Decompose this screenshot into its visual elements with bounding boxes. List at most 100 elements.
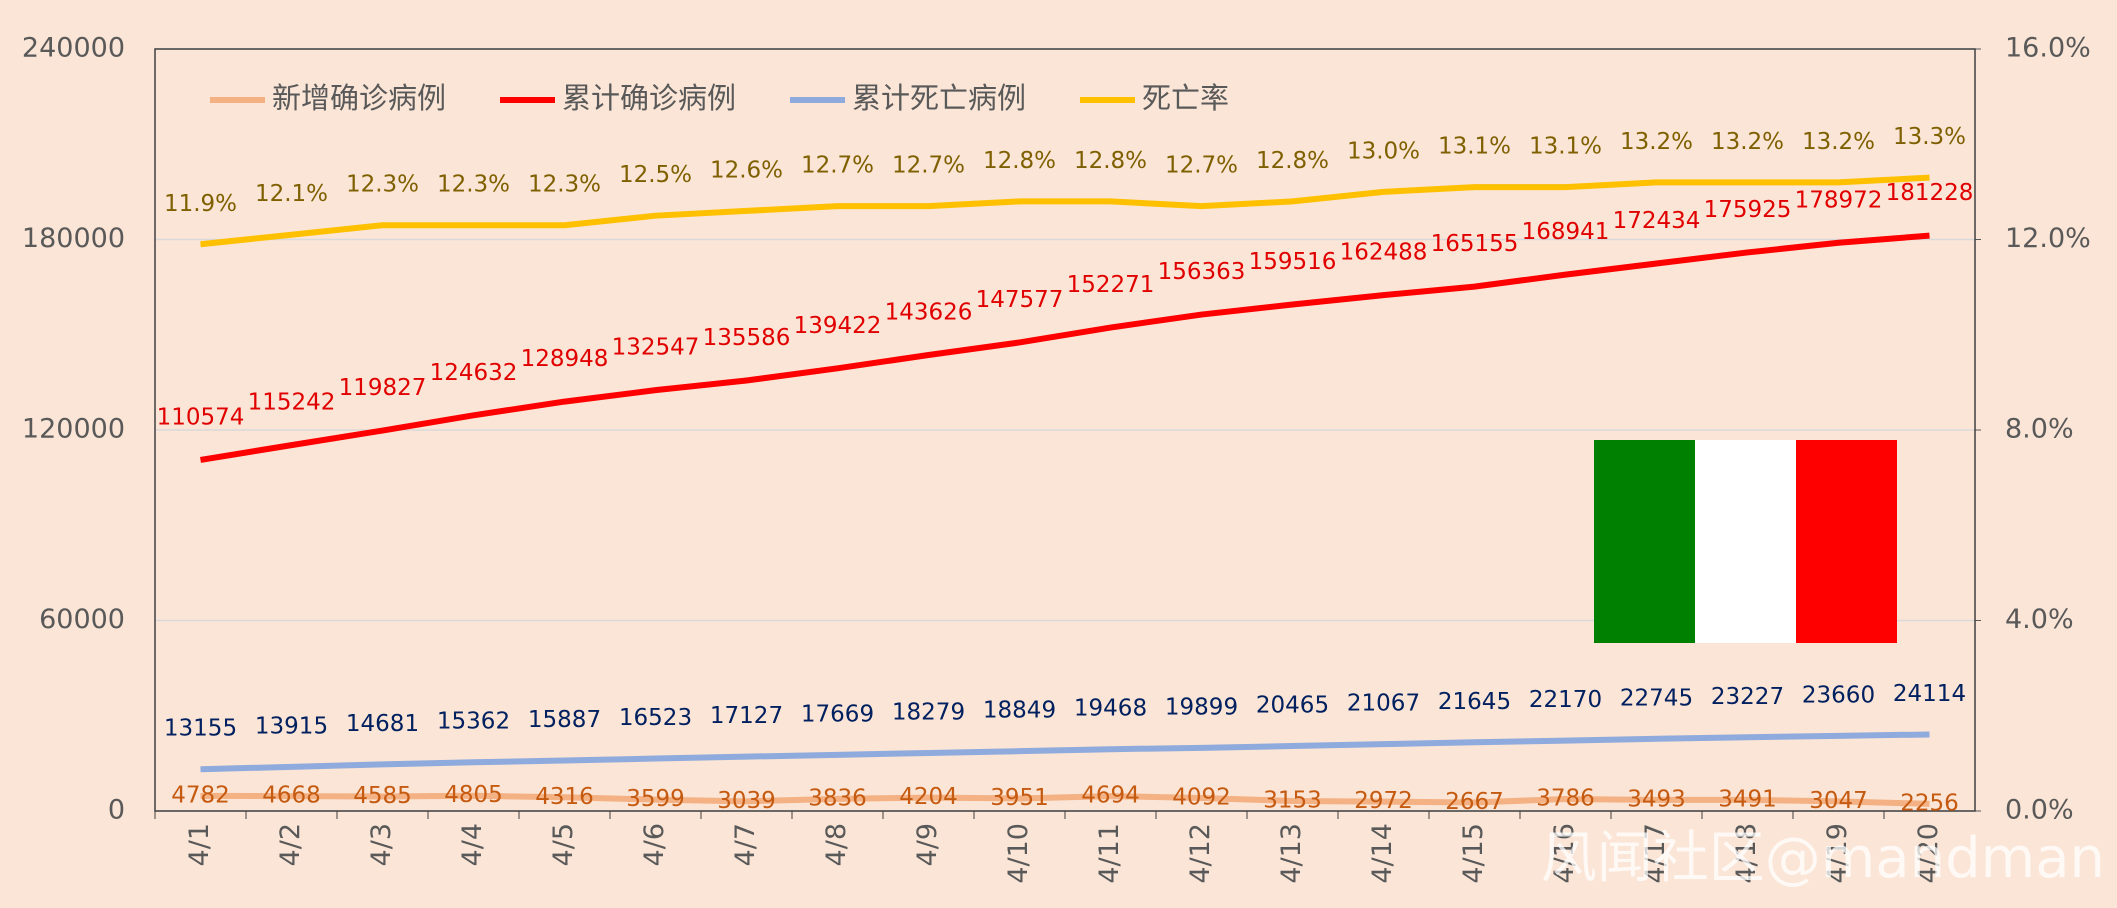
data-label: 13915	[255, 713, 328, 739]
y-tick-label: 120000	[22, 414, 125, 445]
flag	[1594, 440, 1897, 643]
data-label: 147577	[976, 287, 1064, 313]
data-label: 23660	[1802, 682, 1875, 708]
x-tick-label: 4/13	[1276, 823, 1307, 884]
data-label: 12.1%	[255, 181, 328, 207]
watermark: 风闻社区@mandman	[1541, 826, 2105, 891]
data-label: 13.0%	[1347, 138, 1420, 164]
data-label: 143626	[885, 299, 973, 325]
series-line	[200, 232, 1930, 463]
data-label: 16523	[619, 705, 692, 731]
legend-label: 累计死亡病例	[852, 81, 1026, 115]
y2-tick-label: 16.0%	[2005, 33, 2091, 64]
legend-label: 累计确诊病例	[562, 81, 736, 115]
data-label: 181228	[1886, 180, 1974, 206]
data-label: 12.7%	[892, 153, 965, 179]
x-tick-label: 4/15	[1458, 823, 1489, 884]
data-label: 2256	[1900, 790, 1959, 816]
y-tick-label: 60000	[39, 604, 125, 635]
data-label: 18279	[892, 699, 965, 725]
data-label: 168941	[1522, 219, 1610, 245]
data-label: 139422	[794, 313, 882, 339]
data-label: 4805	[444, 782, 503, 808]
x-tick-label: 4/3	[366, 823, 397, 866]
data-label: 156363	[1158, 259, 1246, 285]
data-label: 15362	[437, 709, 510, 735]
data-label: 19468	[1074, 696, 1147, 722]
data-label: 22170	[1529, 687, 1602, 713]
data-label: 12.7%	[801, 153, 874, 179]
data-label: 13.2%	[1711, 129, 1784, 155]
y2-tick-label: 4.0%	[2005, 604, 2074, 635]
data-label: 4585	[353, 783, 412, 809]
data-label: 21067	[1347, 691, 1420, 717]
data-label: 12.7%	[1165, 153, 1238, 179]
data-label: 12.8%	[983, 148, 1056, 174]
x-tick-label: 4/4	[457, 823, 488, 866]
flag-white	[1695, 440, 1796, 643]
data-label: 175925	[1704, 197, 1792, 223]
data-label: 20465	[1256, 693, 1329, 719]
x-tick-label: 4/10	[1003, 823, 1034, 884]
x-tick-label: 4/14	[1367, 823, 1398, 884]
data-label: 13.2%	[1802, 129, 1875, 155]
data-label: 110574	[157, 404, 245, 430]
data-label: 4316	[535, 784, 594, 810]
data-label: 4092	[1172, 785, 1231, 811]
data-label: 12.3%	[346, 172, 419, 198]
y-tick-label: 180000	[22, 223, 125, 254]
data-label: 12.5%	[619, 162, 692, 188]
data-label: 2667	[1445, 789, 1504, 815]
data-label: 4668	[262, 783, 321, 809]
y2-tick-label: 8.0%	[2005, 414, 2074, 445]
data-label: 3153	[1263, 787, 1322, 813]
data-label: 21645	[1438, 689, 1511, 715]
flag-red	[1796, 440, 1897, 643]
x-tick-label: 4/7	[730, 823, 761, 866]
data-label: 19899	[1165, 694, 1238, 720]
x-tick-label: 4/1	[184, 823, 215, 866]
data-label: 15887	[528, 707, 601, 733]
y-tick-label: 240000	[22, 33, 125, 64]
x-tick-label: 4/6	[639, 823, 670, 866]
data-label: 4204	[899, 784, 958, 810]
series-line	[200, 731, 1930, 773]
data-label: 4782	[171, 782, 230, 808]
data-label: 13.1%	[1529, 134, 1602, 160]
data-label: 11.9%	[164, 191, 237, 217]
data-label: 3039	[717, 788, 776, 814]
data-label: 124632	[430, 360, 518, 386]
data-label: 119827	[339, 375, 427, 401]
data-label: 12.8%	[1074, 148, 1147, 174]
data-label: 152271	[1067, 272, 1155, 298]
data-label: 13.3%	[1893, 124, 1966, 150]
legend-label: 死亡率	[1142, 81, 1229, 115]
data-label: 12.6%	[710, 157, 783, 183]
x-tick-label: 4/20	[1913, 823, 1944, 884]
data-label: 12.3%	[528, 172, 601, 198]
x-tick-label: 4/18	[1731, 823, 1762, 884]
data-label: 24114	[1893, 681, 1966, 707]
data-label: 18849	[983, 698, 1056, 724]
data-label: 17669	[801, 701, 874, 727]
data-label: 3951	[990, 785, 1049, 811]
series-line	[200, 792, 1930, 807]
x-tick-label: 4/2	[275, 823, 306, 866]
data-label: 3047	[1809, 788, 1868, 814]
data-label: 162488	[1340, 240, 1428, 266]
data-label: 132547	[612, 335, 700, 361]
data-label: 135586	[703, 325, 791, 351]
data-label: 178972	[1795, 187, 1883, 213]
data-label: 17127	[710, 703, 783, 729]
data-label: 12.8%	[1256, 148, 1329, 174]
data-label: 2972	[1354, 788, 1413, 814]
y-tick-label: 0	[108, 795, 125, 826]
data-label: 159516	[1249, 249, 1337, 275]
data-label: 172434	[1613, 208, 1701, 234]
data-label: 23227	[1711, 684, 1784, 710]
data-label: 13155	[164, 716, 237, 742]
data-label: 13.2%	[1620, 129, 1693, 155]
data-label: 165155	[1431, 231, 1519, 257]
x-tick-label: 4/8	[821, 823, 852, 866]
